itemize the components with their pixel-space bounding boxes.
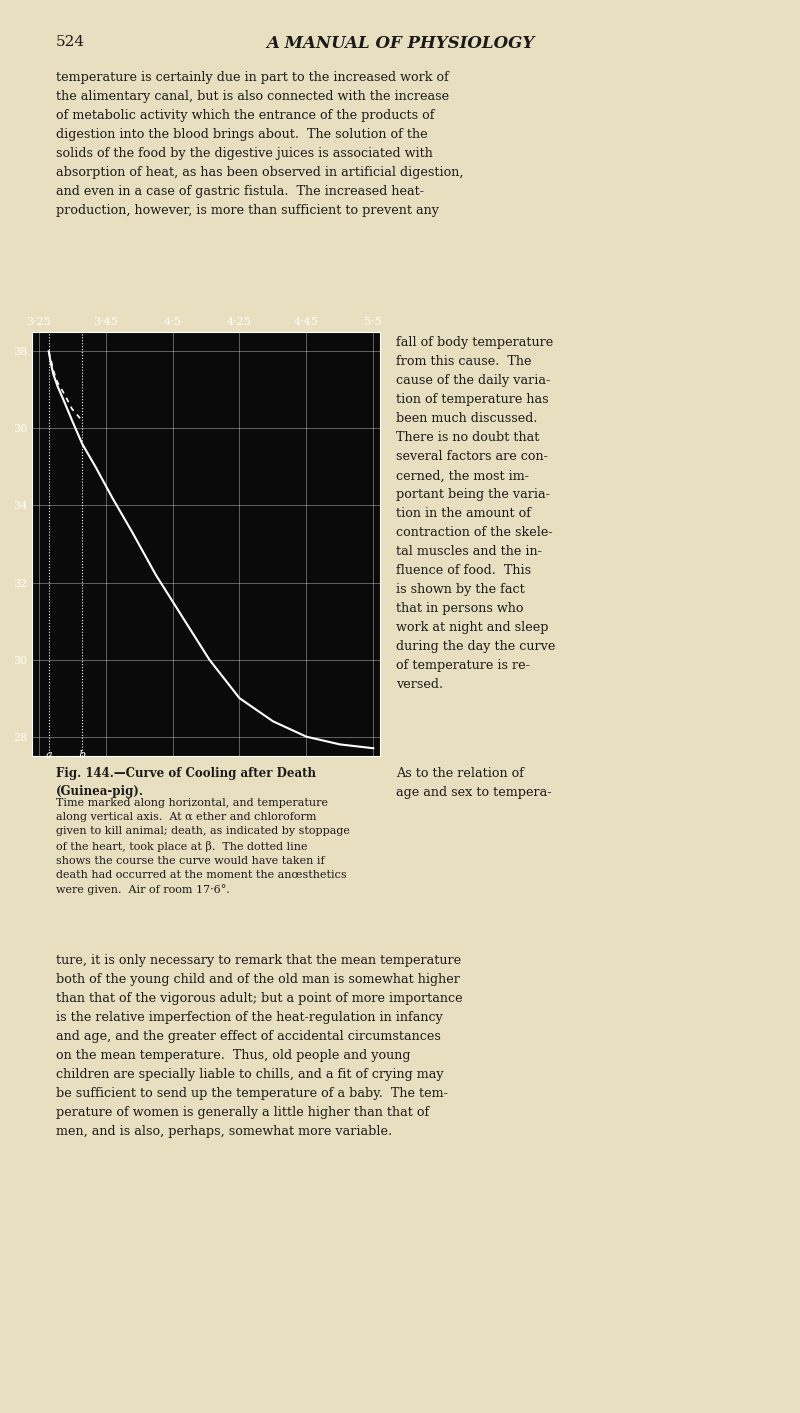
Text: Time marked along horizontal, and temperature
along vertical axis.  At α ether a: Time marked along horizontal, and temper… bbox=[56, 798, 350, 896]
Text: fall of body temperature
from this cause.  The
cause of the daily varia-
tion of: fall of body temperature from this cause… bbox=[396, 336, 555, 691]
Text: Fig. 144.—Curve of Cooling after Death
(Guinea-pig).: Fig. 144.—Curve of Cooling after Death (… bbox=[56, 767, 316, 798]
Text: b: b bbox=[78, 750, 86, 760]
Text: ture, it is only necessary to remark that the mean temperature
both of the young: ture, it is only necessary to remark tha… bbox=[56, 954, 462, 1137]
Text: As to the relation of
age and sex to tempera-: As to the relation of age and sex to tem… bbox=[396, 767, 551, 800]
Text: temperature is certainly due in part to the increased work of
the alimentary can: temperature is certainly due in part to … bbox=[56, 71, 463, 216]
Text: a: a bbox=[46, 750, 52, 760]
Text: 524: 524 bbox=[56, 35, 85, 49]
Text: A MANUAL OF PHYSIOLOGY: A MANUAL OF PHYSIOLOGY bbox=[266, 35, 534, 52]
